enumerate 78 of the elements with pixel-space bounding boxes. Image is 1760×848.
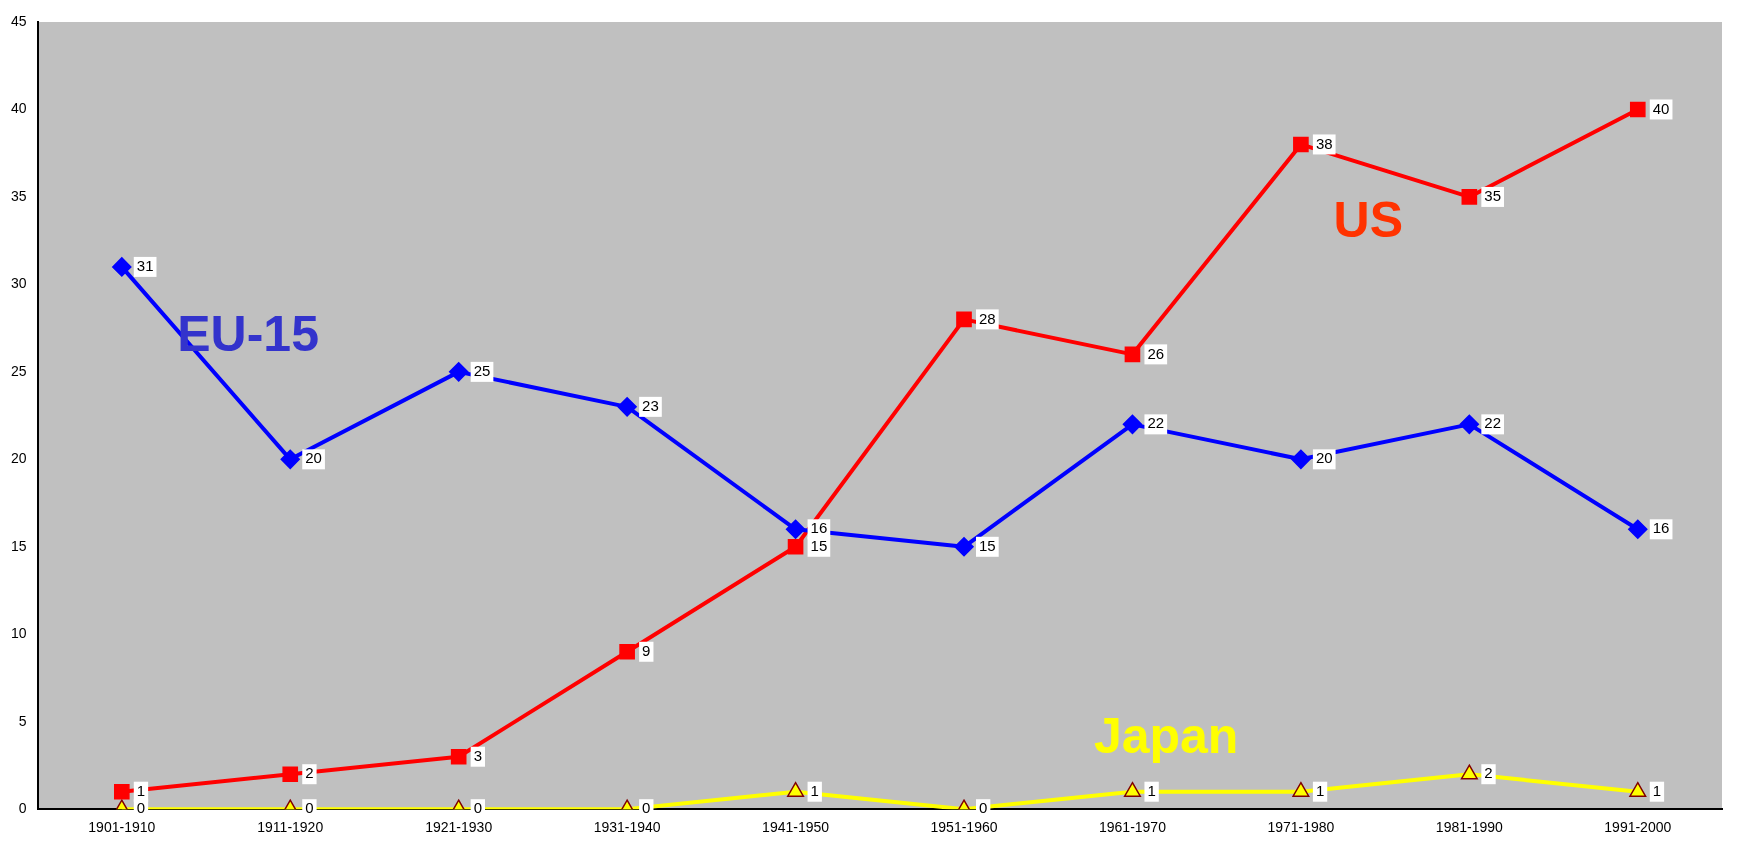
data-label: 0 (979, 799, 988, 817)
data-label: 16 (810, 519, 828, 537)
data-label: 28 (979, 309, 996, 327)
data-label: 1 (136, 781, 146, 799)
point (787, 538, 804, 555)
y-tick-label: 35 (10, 187, 27, 204)
x-tick-label: 1911-1920 (257, 819, 324, 836)
data-label: 0 (473, 799, 483, 817)
data-label: 31 (136, 257, 154, 275)
x-tick-label: 1901-1910 (88, 819, 156, 836)
data-label: 35 (1484, 187, 1502, 205)
data-label: 9 (642, 641, 651, 659)
data-label: 25 (473, 362, 491, 380)
y-tick-label: 30 (10, 275, 27, 292)
y-tick-label: 20 (10, 450, 27, 467)
data-label: 15 (810, 536, 828, 554)
point (785, 519, 806, 540)
point (1461, 189, 1478, 205)
data-label: 40 (1652, 99, 1670, 117)
point (619, 643, 635, 660)
data-label: 23 (642, 396, 659, 414)
data-label: 0 (136, 799, 146, 817)
point (113, 783, 130, 800)
data-label: 2 (1484, 764, 1493, 782)
point (1293, 136, 1309, 153)
point (617, 397, 637, 417)
point (1122, 414, 1143, 435)
point (787, 781, 805, 797)
data-label: 1 (1147, 781, 1156, 799)
data-label: 2 (305, 764, 314, 782)
y-tick-label: 25 (10, 362, 27, 379)
x-tick-label: 1961-1970 (1098, 819, 1167, 836)
series-label: Japan (1093, 708, 1239, 765)
x-tick-label: 1981-1990 (1435, 819, 1504, 836)
series-label: US (1333, 191, 1403, 248)
y-tick-label: 5 (18, 712, 27, 729)
data-label: 15 (979, 536, 996, 554)
point (450, 748, 467, 765)
point (112, 257, 132, 277)
point (1460, 764, 1478, 780)
y-tick-label: 40 (10, 100, 27, 117)
y-tick-label: 15 (10, 537, 27, 554)
series-label: EU-15 (177, 305, 319, 362)
point (282, 766, 299, 783)
data-label: 0 (305, 799, 314, 817)
data-label: 16 (1652, 519, 1670, 537)
y-tick-label: 0 (18, 800, 27, 817)
data-label: 1 (810, 781, 819, 799)
y-tick-label: 45 (10, 12, 27, 29)
data-label: 3 (473, 746, 483, 764)
x-tick-label: 1991-2000 (1604, 819, 1672, 836)
x-tick-label: 1921-1930 (425, 819, 493, 836)
x-tick-label: 1931-1940 (593, 819, 661, 836)
data-label: 38 (1315, 134, 1333, 152)
x-tick-label: 1951-1960 (930, 819, 998, 836)
data-label: 26 (1147, 344, 1165, 362)
point (1123, 781, 1141, 797)
point (1628, 519, 1648, 540)
point (954, 537, 974, 557)
data-label: 1 (1652, 781, 1662, 799)
data-label: 20 (1315, 449, 1333, 467)
data-label: 20 (305, 449, 322, 467)
data-label: 22 (1484, 414, 1502, 432)
point (1629, 101, 1646, 118)
point (1459, 414, 1480, 435)
point (1124, 346, 1141, 363)
data-label: 1 (1315, 781, 1325, 799)
point (280, 449, 300, 470)
point (1291, 449, 1311, 470)
point (448, 362, 469, 382)
x-tick-label: 1941-1950 (762, 819, 830, 836)
data-label: 0 (642, 799, 651, 817)
y-tick-label: 10 (10, 625, 27, 642)
point (1292, 781, 1310, 797)
data-label: 22 (1147, 414, 1165, 432)
point (956, 311, 972, 328)
point (1629, 781, 1647, 797)
x-tick-label: 1971-1980 (1267, 819, 1335, 836)
